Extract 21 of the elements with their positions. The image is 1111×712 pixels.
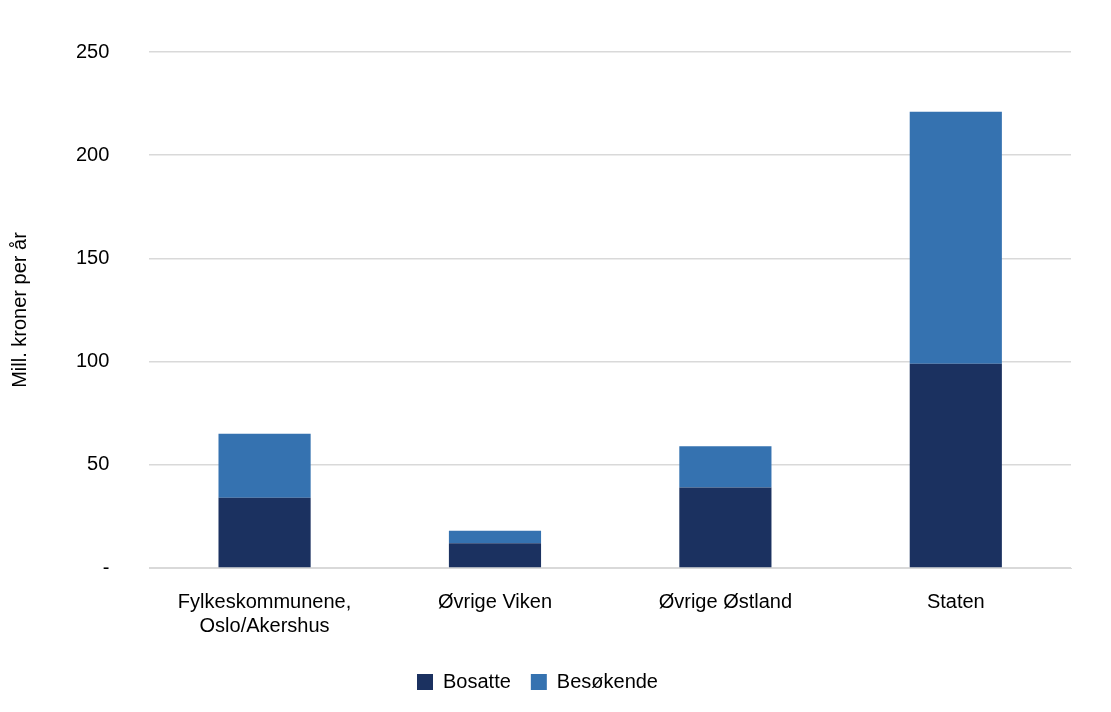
y-tick-label: 150	[75, 245, 110, 268]
bar	[448, 543, 542, 568]
y-tick-label: 250	[75, 39, 110, 62]
x-tick-label: Staten	[926, 589, 985, 612]
bar	[448, 530, 542, 544]
x-tick-label: Øvrige Østland	[658, 589, 793, 612]
bar	[909, 111, 1002, 364]
y-tick-label: 100	[75, 349, 110, 372]
y-tick-label: 200	[75, 142, 110, 165]
x-tick-label: Øvrige Viken	[437, 589, 553, 612]
bar	[218, 433, 311, 498]
y-tick-label: 50	[87, 452, 110, 475]
legend-label: Besøkende	[556, 669, 658, 692]
bar	[679, 446, 772, 488]
y-axis-title: Mill. kroner per år	[7, 231, 30, 388]
y-tick-label: -	[102, 555, 110, 578]
x-tick-label: Fylkeskommunene, Oslo/Akershus	[177, 589, 352, 636]
bar	[909, 363, 1002, 568]
bar	[218, 497, 311, 568]
bar	[679, 487, 772, 568]
legend-label: Bosatte	[443, 669, 511, 692]
